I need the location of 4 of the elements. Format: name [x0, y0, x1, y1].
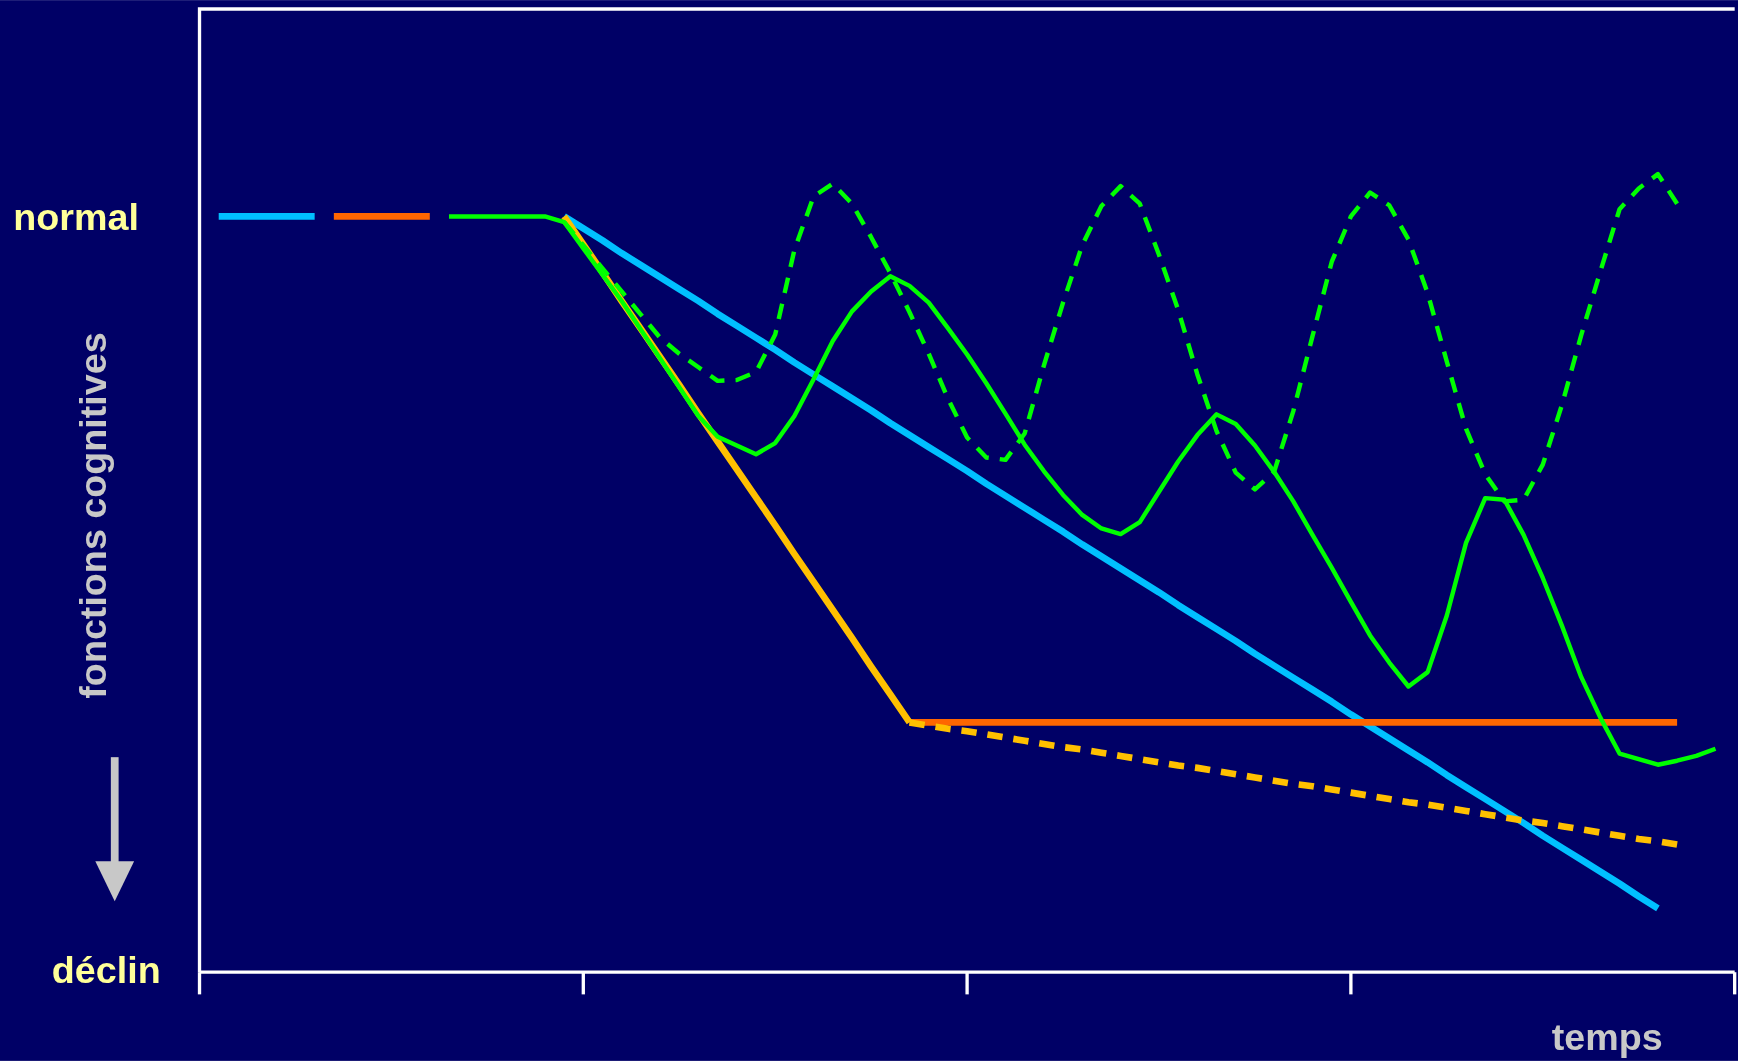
x-axis-title: temps: [1551, 1015, 1663, 1058]
text: normal: [13, 195, 139, 238]
y-axis-title: fonctions cognitives: [72, 332, 115, 699]
text: déclin: [51, 949, 161, 992]
